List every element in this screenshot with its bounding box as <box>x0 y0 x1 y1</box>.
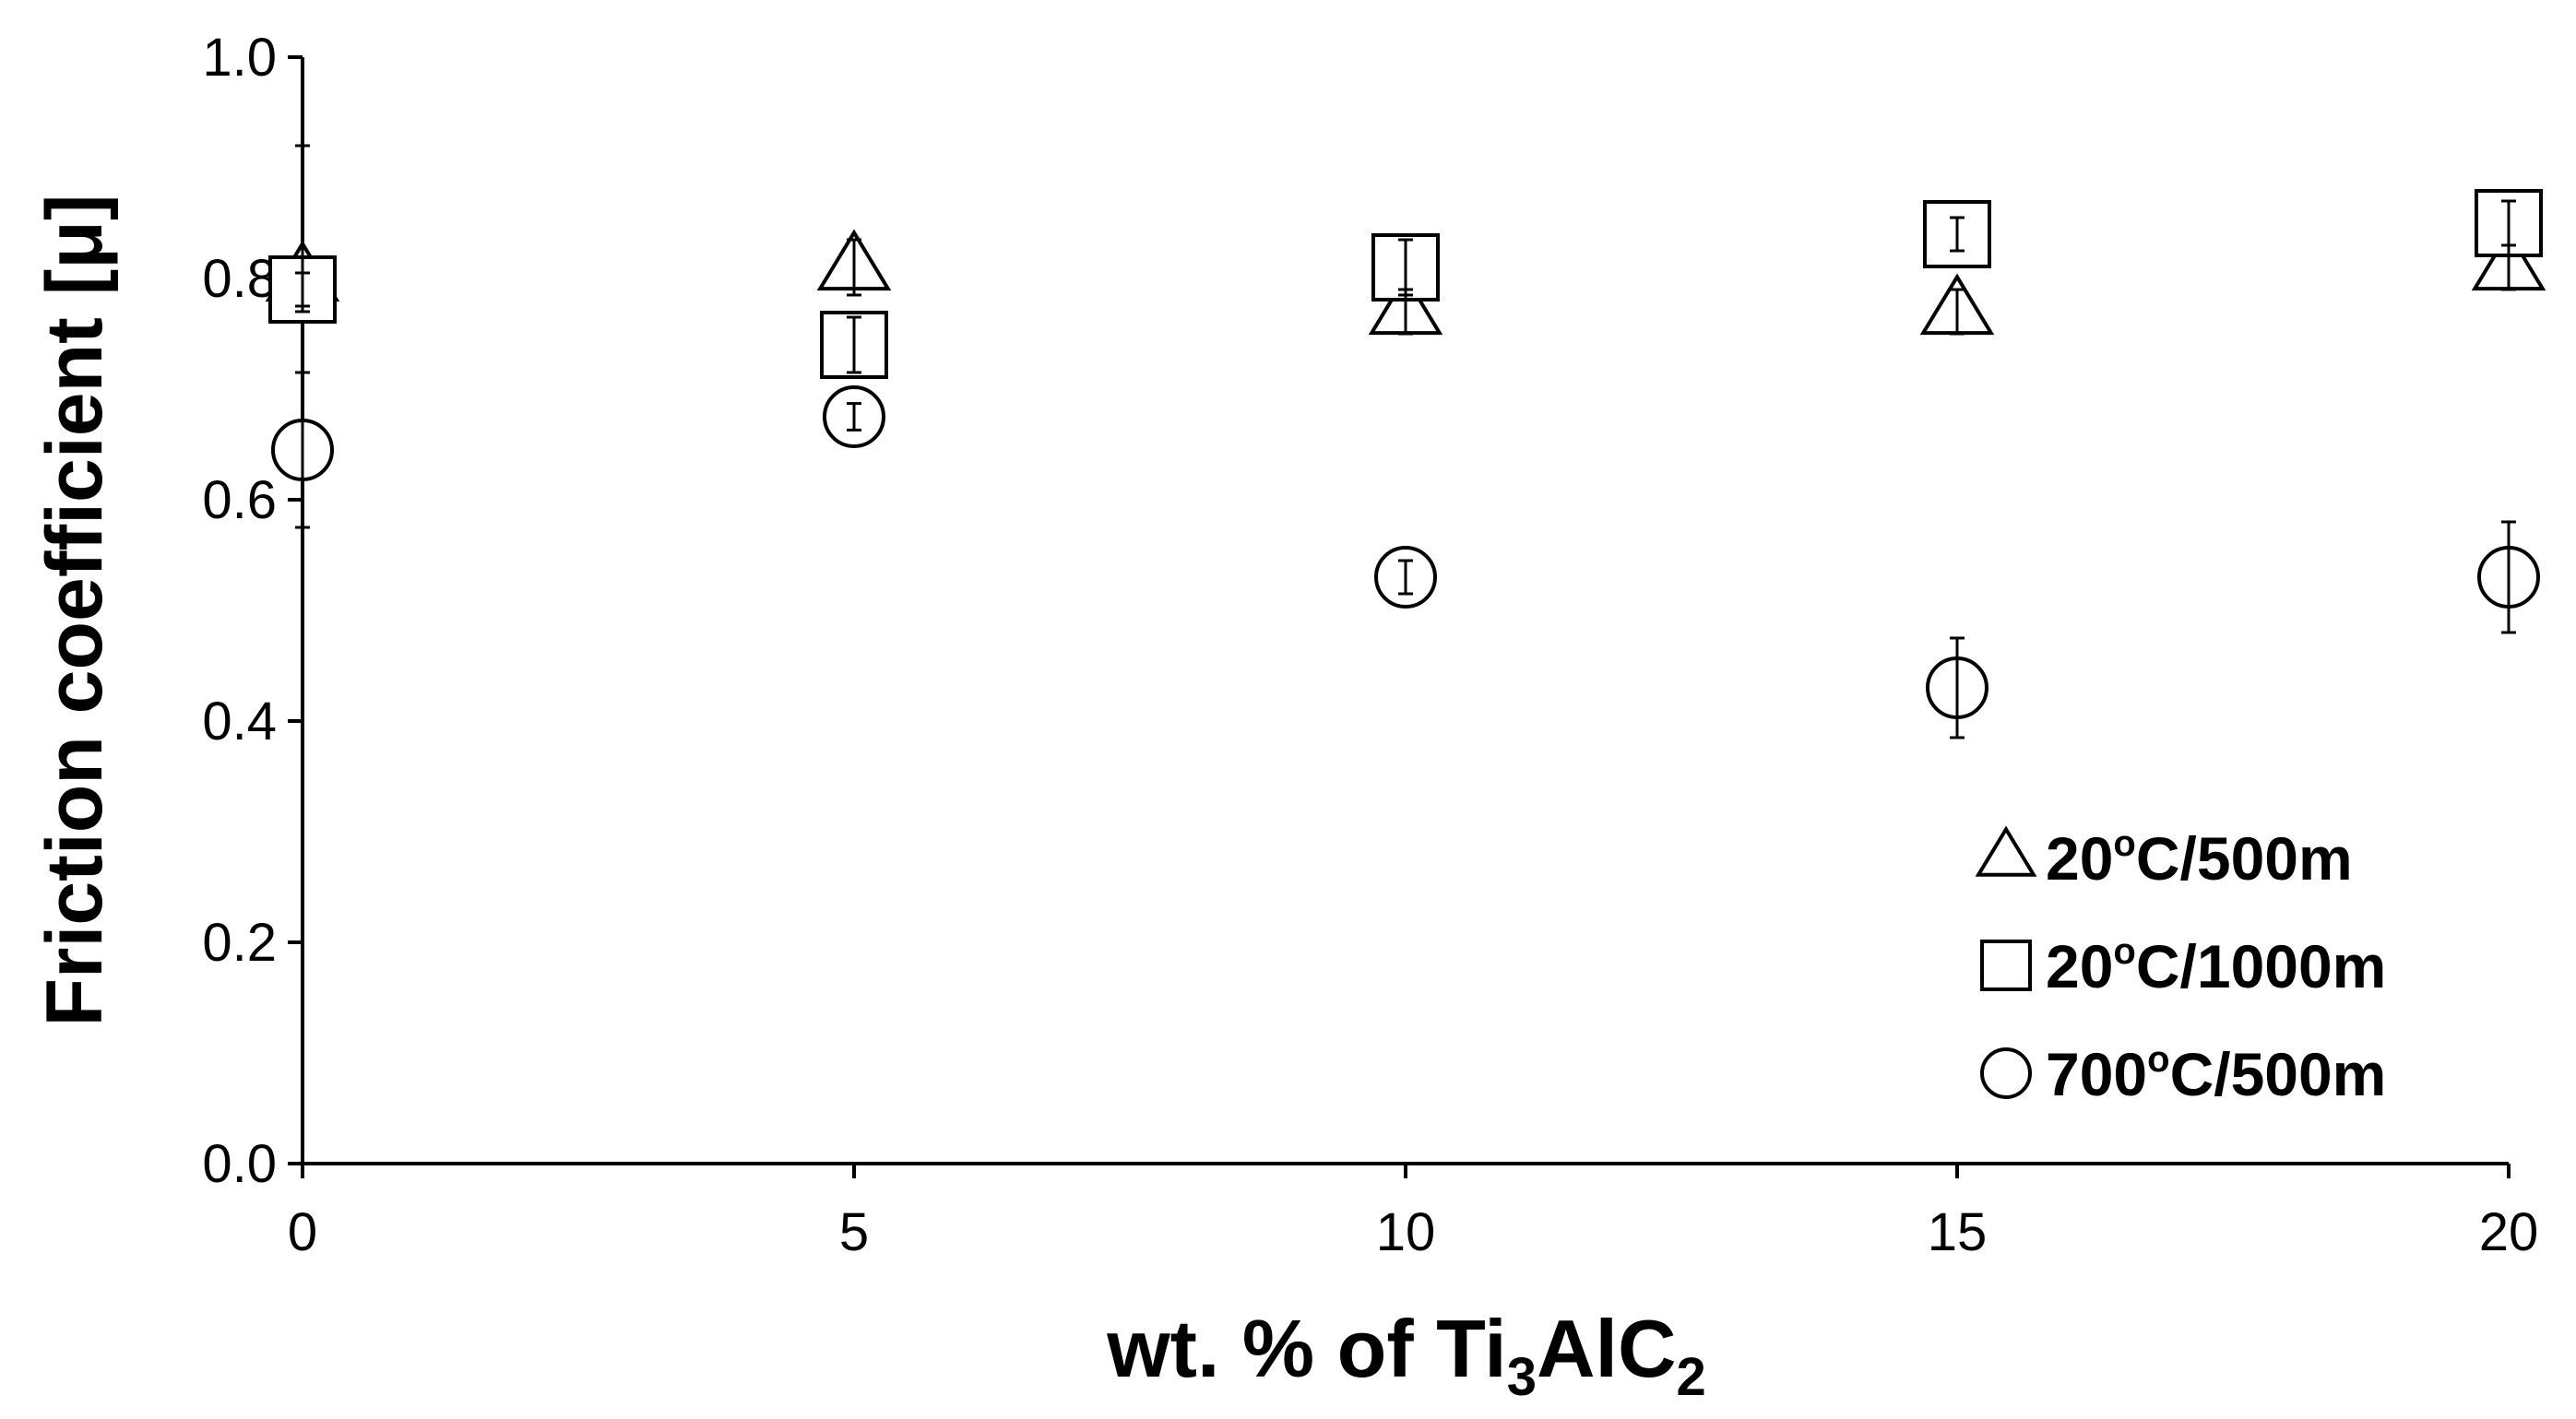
x-tick-label: 20 <box>2479 1202 2539 1262</box>
legend: 20oC/500m 20oC/1000m 700oC/500m <box>1975 823 2386 1108</box>
x-tick-label: 0 <box>288 1202 317 1262</box>
square-legend-icon <box>1980 940 2032 991</box>
circle-legend-icon <box>1980 1047 2032 1099</box>
error-bar <box>295 271 310 308</box>
error-bar <box>295 371 310 529</box>
error-bar <box>1398 559 1413 596</box>
error-bar <box>847 238 861 297</box>
legend-label: 700oC/500m <box>2046 1039 2386 1108</box>
legend-label: 20oC/1000m <box>2046 931 2386 1000</box>
error-bar <box>2501 520 2516 634</box>
x-axis-title-prefix: wt. % of Ti <box>1106 1303 1506 1394</box>
error-bar <box>1398 238 1413 297</box>
x-axis-title: wt. % of Ti3AlC2 <box>1106 1303 1706 1407</box>
legend-label: 20oC/500m <box>2046 823 2353 893</box>
y-axis-title: Friction coefficient [μ] <box>30 194 119 1026</box>
y-tick-label: 0.0 <box>202 1134 277 1194</box>
y-tick-label: 0.2 <box>202 913 277 973</box>
error-bar <box>1950 636 1965 739</box>
x-axis-title-mid: AlC <box>1537 1303 1677 1394</box>
y-tick-label: 0.4 <box>202 692 277 751</box>
error-bar <box>1950 216 1965 253</box>
error-bars <box>295 144 2516 739</box>
x-ticks: 0 5 10 15 20 <box>288 1164 2538 1262</box>
y-ticks: 0.0 0.2 0.4 0.6 0.8 1.0 <box>202 28 303 1194</box>
y-tick-label: 0.6 <box>202 470 277 530</box>
triangle-legend-icon <box>1975 825 2037 877</box>
error-bar <box>1950 288 1965 336</box>
error-bar <box>847 402 861 432</box>
x-tick-label: 15 <box>1928 1202 1988 1262</box>
x-tick-label: 10 <box>1376 1202 1436 1262</box>
y-tick-label: 1.0 <box>202 28 277 88</box>
error-bar <box>2501 199 2516 247</box>
x-axis-title-sub1: 3 <box>1507 1347 1537 1407</box>
x-axis-title-sub2: 2 <box>1677 1347 1706 1407</box>
x-tick-label: 5 <box>839 1202 869 1262</box>
y-tick-label: 0.8 <box>202 249 277 309</box>
error-bar <box>847 315 861 374</box>
